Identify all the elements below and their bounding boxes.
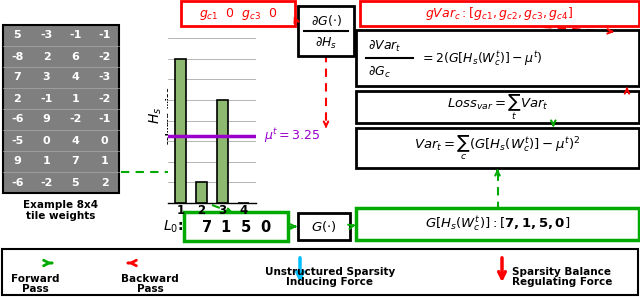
Text: 9: 9 [43,115,51,124]
Text: $H_s$: $H_s$ [148,107,164,124]
FancyBboxPatch shape [181,1,295,26]
Text: tile weights: tile weights [26,211,96,221]
Text: $L_0$:: $L_0$: [163,218,183,235]
Text: 2: 2 [13,94,21,103]
Text: $= 2(G[H_s(W_c^t)] - \mu^t)$: $= 2(G[H_s(W_c^t)] - \mu^t)$ [420,49,543,69]
Text: -1: -1 [69,31,82,40]
Text: -2: -2 [99,51,111,61]
Text: $G[H_s(W_c^t)]:[\mathbf{7,1,5,0}]$: $G[H_s(W_c^t)]:[\mathbf{7,1,5,0}]$ [425,214,570,233]
Text: $g_{c1}\ \ 0\ \ g_{c3}\ \ 0$: $g_{c1}\ \ 0\ \ g_{c3}\ \ 0$ [198,6,277,21]
FancyBboxPatch shape [2,249,638,295]
Text: 1: 1 [100,157,108,167]
Text: -2: -2 [40,178,52,187]
FancyBboxPatch shape [356,30,639,86]
FancyBboxPatch shape [298,213,350,240]
Text: 4: 4 [72,72,79,83]
Text: Backward: Backward [121,274,179,284]
Text: column-wise: column-wise [166,86,175,145]
Text: 4: 4 [72,135,79,146]
FancyBboxPatch shape [360,1,639,26]
Text: 0: 0 [43,135,51,146]
Text: -1: -1 [40,94,52,103]
Text: $Var_t = \sum_c(G[H_s(W_c^t)] - \mu^t)^2$: $Var_t = \sum_c(G[H_s(W_c^t)] - \mu^t)^2… [414,134,580,162]
Text: Sparsity Balance: Sparsity Balance [513,267,611,277]
Text: -3: -3 [40,31,52,40]
Text: 0: 0 [100,135,108,146]
Text: $\partial G(\cdot)$: $\partial G(\cdot)$ [310,12,341,28]
Text: 2: 2 [100,178,108,187]
Text: 7: 7 [72,157,79,167]
Text: -8: -8 [12,51,24,61]
FancyBboxPatch shape [356,208,639,240]
Text: Unstructured Sparsity: Unstructured Sparsity [265,267,395,277]
Text: $\mu^t = 3.25$: $\mu^t = 3.25$ [264,127,320,146]
Text: Pass: Pass [136,284,163,294]
FancyBboxPatch shape [356,128,639,168]
Text: Forward: Forward [11,274,60,284]
Text: 5: 5 [13,31,21,40]
FancyBboxPatch shape [298,6,354,56]
Text: -1: -1 [99,31,111,40]
Text: -2: -2 [69,115,82,124]
Text: 3: 3 [43,72,51,83]
FancyBboxPatch shape [3,25,119,193]
FancyBboxPatch shape [356,91,639,123]
Text: $\partial G_c$: $\partial G_c$ [368,64,391,80]
Text: 5: 5 [72,178,79,187]
Text: $\mathbf{7\ \ 1\ \ 5\ \ 0}$: $\mathbf{7\ \ 1\ \ 5\ \ 0}$ [201,219,271,235]
Text: -6: -6 [12,115,24,124]
Bar [217,100,228,203]
Bar [175,59,186,203]
FancyBboxPatch shape [184,212,288,241]
Text: $G(\cdot)$: $G(\cdot)$ [311,219,337,234]
Bar [196,182,207,203]
Text: 7: 7 [13,72,21,83]
Text: 6: 6 [72,51,79,61]
Text: 1: 1 [43,157,51,167]
Text: $Loss_{var} = \sum_t Var_t$: $Loss_{var} = \sum_t Var_t$ [447,92,548,122]
Text: -5: -5 [12,135,24,146]
Text: -3: -3 [99,72,111,83]
Text: 9: 9 [13,157,21,167]
Text: -1: -1 [99,115,111,124]
Text: Inducing Force: Inducing Force [287,277,374,287]
Text: $gVar_c:[g_{c1},g_{c2},g_{c3},g_{c4}]$: $gVar_c:[g_{c1},g_{c2},g_{c3},g_{c4}]$ [426,5,573,22]
Text: 2: 2 [43,51,51,61]
Text: $\partial H_s$: $\partial H_s$ [315,35,337,50]
Text: $\partial Var_t$: $\partial Var_t$ [368,38,401,53]
Text: 1: 1 [72,94,79,103]
Text: Pass: Pass [22,284,49,294]
Text: -2: -2 [99,94,111,103]
Text: -6: -6 [12,178,24,187]
Text: Regulating Force: Regulating Force [512,277,612,287]
Text: Example 8x4: Example 8x4 [24,200,99,210]
